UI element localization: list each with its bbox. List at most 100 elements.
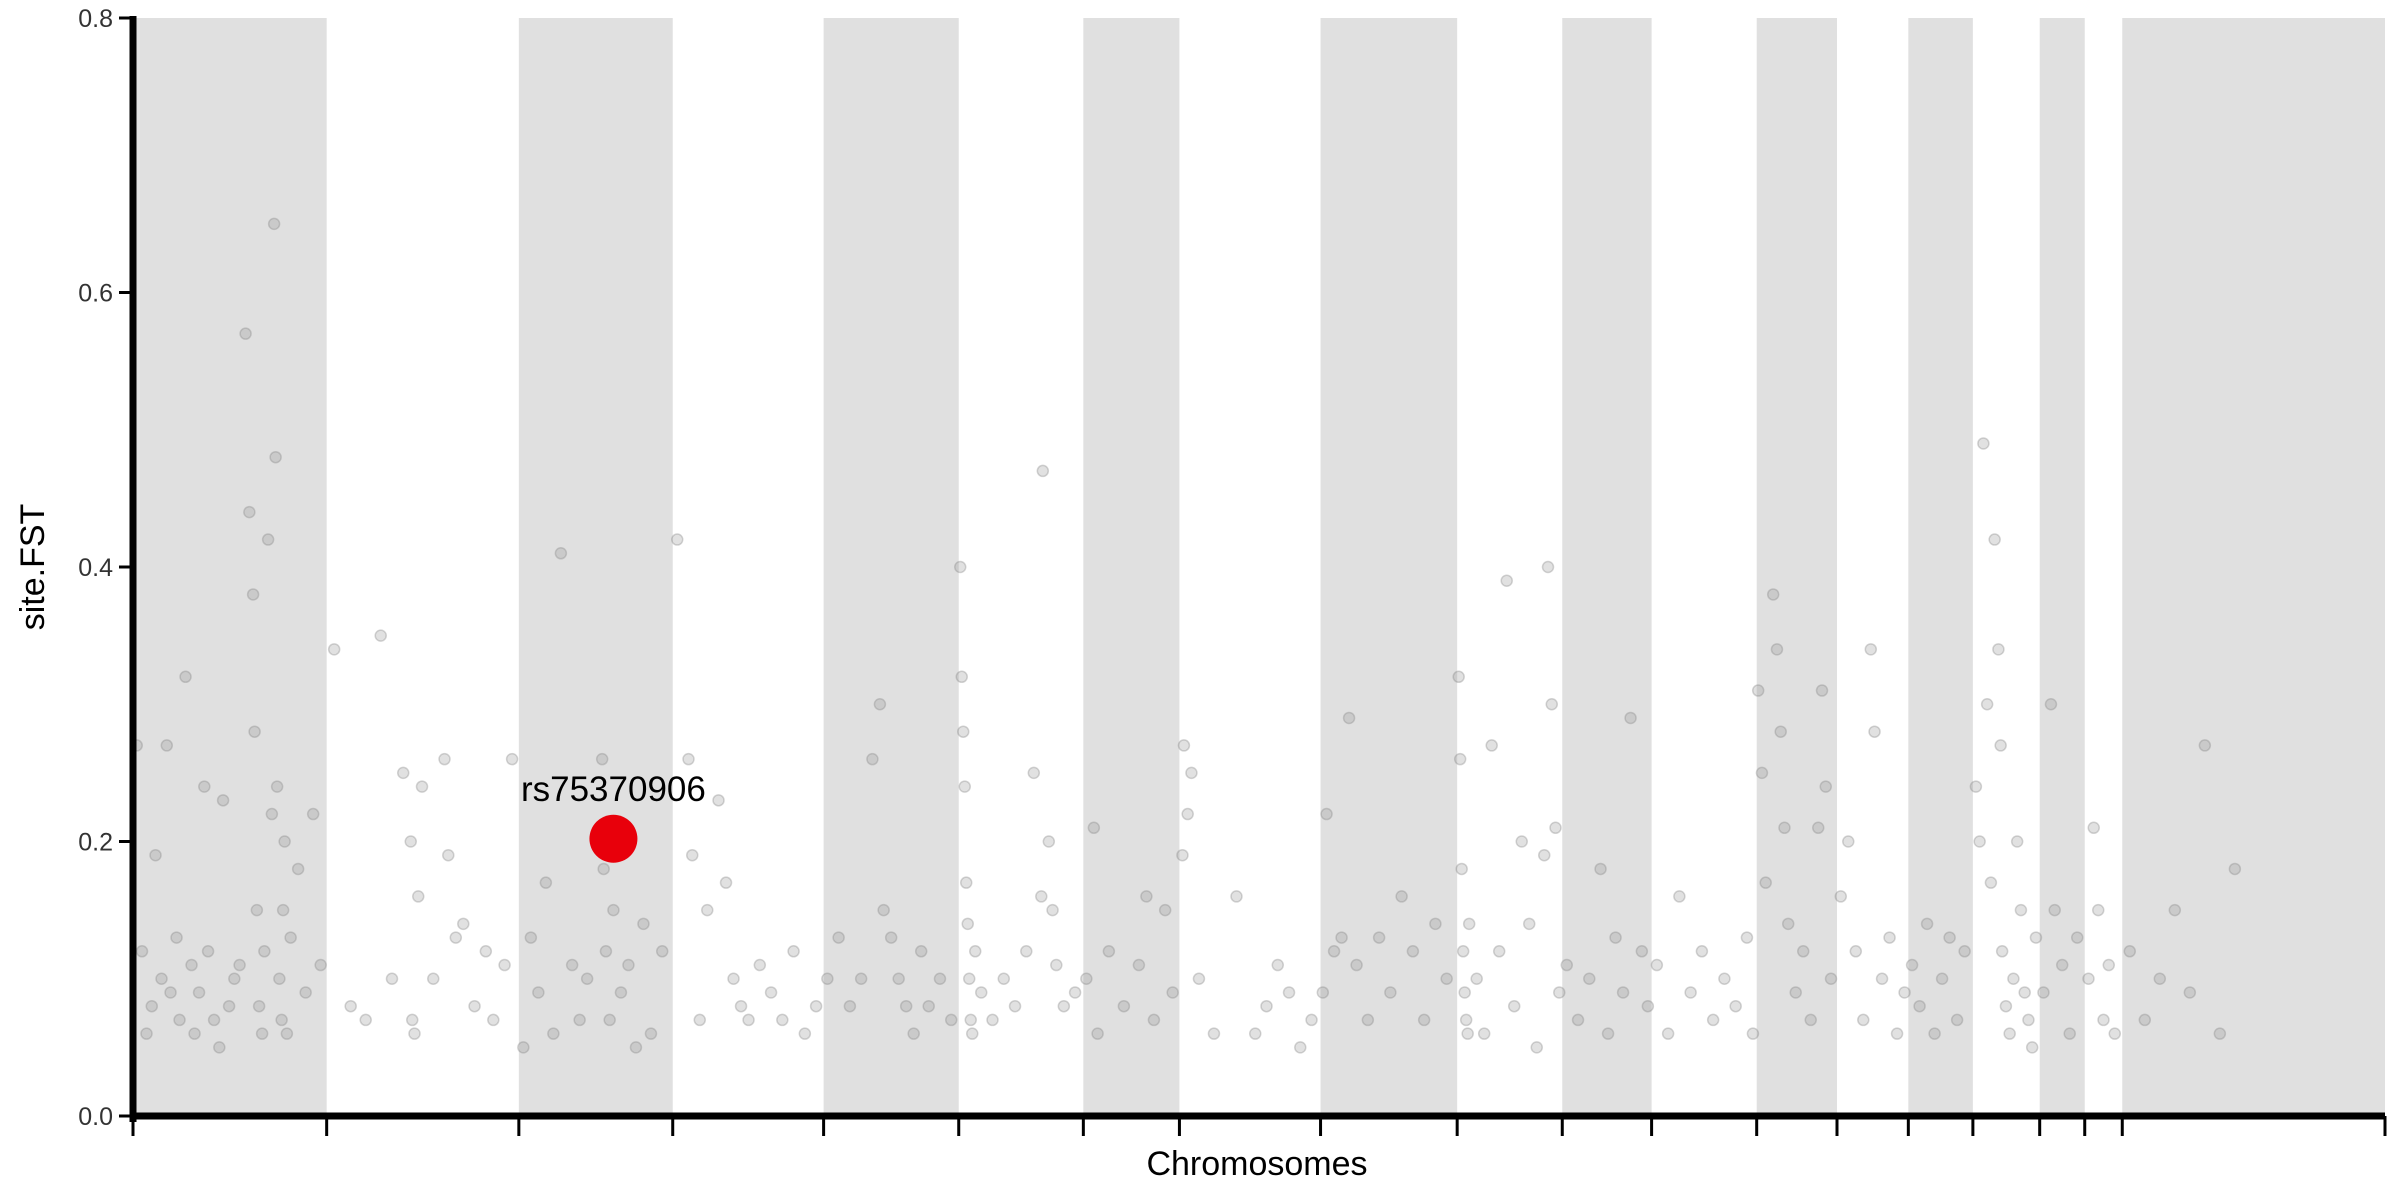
- data-point: [2063, 1027, 2076, 1040]
- data-point: [1992, 643, 2005, 656]
- data-point: [1020, 945, 1033, 958]
- data-point: [1601, 1027, 1615, 1040]
- data-point: [877, 903, 890, 917]
- data-point: [192, 986, 206, 999]
- data-point: [1706, 1013, 1720, 1027]
- data-point: [854, 972, 868, 985]
- data-point: [1440, 972, 1453, 985]
- data-point: [2010, 835, 2024, 848]
- data-point: [693, 1013, 707, 1027]
- data-point: [524, 931, 538, 944]
- data-point: [719, 876, 733, 889]
- data-point: [1804, 1013, 1817, 1027]
- data-point: [597, 862, 610, 876]
- data-point: [955, 670, 968, 684]
- data-point: [1796, 945, 1810, 958]
- data-point: [442, 848, 455, 862]
- data-point: [1080, 972, 1093, 985]
- y-axis-title: site.FST: [14, 504, 52, 631]
- data-point: [1453, 752, 1467, 766]
- data-point: [1935, 972, 1949, 985]
- data-point: [250, 903, 264, 917]
- data-point: [1740, 931, 1754, 944]
- chromosome-band: [1320, 18, 1458, 1116]
- data-point: [267, 217, 281, 231]
- data-point: [964, 1013, 977, 1027]
- data-point: [1458, 986, 1471, 999]
- data-point: [1969, 780, 1983, 793]
- data-point: [2007, 972, 2020, 985]
- data-point: [149, 848, 162, 862]
- data-point: [1166, 986, 1179, 999]
- data-point: [1185, 766, 1198, 780]
- data-point: [1327, 945, 1341, 958]
- data-point: [299, 986, 312, 999]
- data-point: [185, 958, 198, 972]
- data-point: [415, 780, 429, 793]
- data-point: [580, 972, 594, 985]
- data-point: [670, 533, 684, 546]
- data-point: [1571, 1013, 1585, 1027]
- data-point: [899, 999, 913, 1013]
- data-point: [1811, 821, 1825, 835]
- data-point: [427, 972, 440, 985]
- chromosome-band: [518, 18, 673, 1116]
- data-point: [1461, 1027, 1474, 1040]
- data-point: [2102, 958, 2116, 972]
- data-point: [554, 547, 568, 560]
- data-point: [1920, 917, 1934, 931]
- data-point: [1868, 725, 1881, 738]
- data-point: [1417, 1013, 1431, 1027]
- chromosome-band: [2039, 18, 2085, 1116]
- y-tick-label: 0.2: [78, 829, 113, 857]
- data-point: [873, 698, 887, 711]
- data-point: [1406, 945, 1420, 958]
- data-point: [1980, 698, 1994, 711]
- data-point: [1230, 890, 1243, 903]
- data-point: [1117, 999, 1131, 1013]
- data-point: [1994, 739, 2007, 752]
- data-point: [798, 1027, 812, 1040]
- data-point: [479, 945, 493, 958]
- data-point: [944, 1013, 958, 1027]
- data-point: [1973, 835, 1986, 848]
- data-point: [1181, 807, 1194, 821]
- data-point: [565, 958, 579, 972]
- data-point: [2037, 986, 2050, 999]
- data-point: [278, 835, 291, 848]
- data-point: [1158, 903, 1172, 917]
- data-point: [291, 862, 305, 876]
- data-point: [1282, 986, 1296, 999]
- data-point: [408, 1027, 421, 1040]
- data-point: [1635, 945, 1649, 958]
- data-point: [1905, 958, 1919, 972]
- data-point: [2044, 698, 2058, 711]
- data-point: [1824, 972, 1838, 985]
- data-point: [1384, 986, 1397, 999]
- data-point: [213, 1041, 226, 1054]
- data-point: [2025, 1041, 2039, 1054]
- data-point: [742, 1013, 755, 1027]
- data-point: [1815, 684, 1829, 697]
- data-point: [1248, 1027, 1262, 1040]
- data-point: [164, 986, 177, 999]
- data-point: [953, 560, 967, 574]
- data-point: [1583, 972, 1596, 985]
- data-point: [327, 643, 341, 656]
- data-point: [258, 945, 271, 958]
- data-point: [1008, 999, 1022, 1013]
- highlight-point: [589, 814, 638, 863]
- data-point: [933, 972, 947, 985]
- data-point: [405, 1013, 419, 1027]
- data-point: [1335, 931, 1348, 944]
- data-point: [449, 931, 463, 944]
- data-point: [1988, 533, 2001, 546]
- data-point: [1068, 986, 1082, 999]
- data-point: [1774, 725, 1787, 738]
- data-point: [1320, 807, 1333, 821]
- data-point: [1316, 986, 1330, 999]
- data-point: [505, 752, 519, 766]
- data-point: [1271, 958, 1285, 972]
- data-point: [1372, 931, 1386, 944]
- chromosome-band: [1562, 18, 1652, 1116]
